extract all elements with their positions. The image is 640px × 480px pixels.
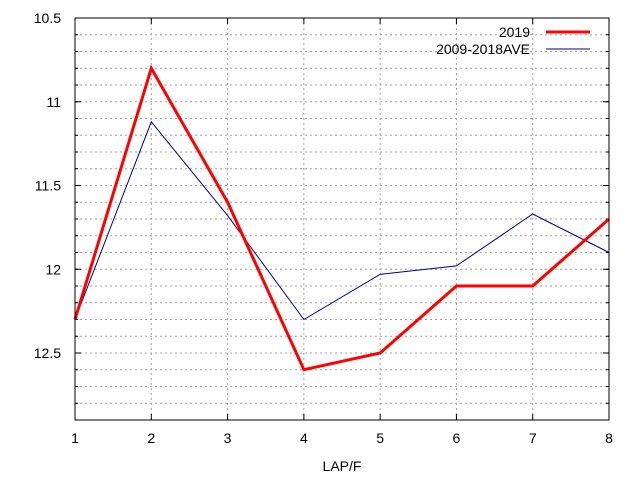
y-tick-label: 12	[45, 261, 61, 277]
series-layer	[73, 64, 610, 372]
legend-label: 2019	[499, 24, 530, 40]
x-axis-ticks: 1 2 3 4 5 6 7 8	[71, 18, 613, 446]
y-tick-label: 11	[46, 94, 61, 110]
plot-frame	[74, 17, 610, 421]
y-tick-label: 10.5	[34, 10, 61, 26]
grid	[75, 18, 609, 420]
x-tick-label: 5	[376, 430, 384, 446]
x-tick-label: 7	[529, 430, 537, 446]
x-tick-label: 2	[147, 430, 155, 446]
series-line-2019	[73, 64, 610, 372]
x-tick-label: 8	[605, 430, 613, 446]
x-tick-label: 3	[224, 430, 232, 446]
y-tick-label: 11.5	[35, 178, 61, 194]
y-axis-ticks: 10.5 11 11.5 12 12.5	[34, 10, 609, 404]
x-axis-title: LAP/F	[323, 458, 362, 474]
x-tick-label: 6	[453, 430, 461, 446]
x-tick-label: 1	[71, 430, 79, 446]
legend-label: 2009-2018AVE	[436, 41, 530, 57]
series-line-2009-2018ave	[74, 120, 610, 321]
x-tick-label: 4	[300, 430, 308, 446]
y-tick-label: 12.5	[34, 345, 61, 361]
